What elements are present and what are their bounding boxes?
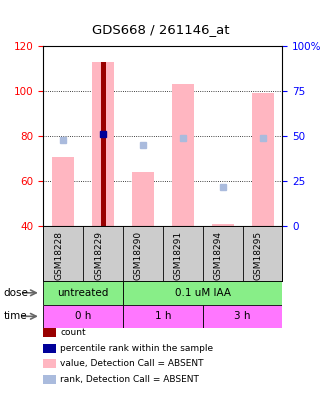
Text: time: time [3,311,27,321]
Text: 3 h: 3 h [234,311,251,321]
Text: 1 h: 1 h [155,311,171,321]
Bar [100,62,106,226]
Bar [252,94,273,226]
Bar [172,85,194,226]
Text: GDS668 / 261146_at: GDS668 / 261146_at [92,23,229,36]
Text: GSM18290: GSM18290 [134,231,143,280]
Text: dose: dose [3,288,28,298]
Text: untreated: untreated [57,288,109,298]
Text: GSM18294: GSM18294 [214,231,223,280]
Text: percentile rank within the sample: percentile rank within the sample [60,343,213,353]
Text: GSM18228: GSM18228 [54,231,63,280]
Text: 0.1 uM IAA: 0.1 uM IAA [175,288,231,298]
Bar [43,305,123,328]
Bar [123,281,282,305]
Bar [52,157,74,226]
Text: GSM18295: GSM18295 [254,231,263,280]
Text: value, Detection Call = ABSENT: value, Detection Call = ABSENT [60,359,204,368]
Text: count: count [60,328,86,337]
Bar [92,62,114,226]
Bar [203,305,282,328]
Bar [132,173,154,226]
Bar [123,305,203,328]
Text: GSM18229: GSM18229 [94,231,103,280]
Bar [212,224,234,226]
Text: GSM18291: GSM18291 [174,231,183,280]
Text: 0 h: 0 h [75,311,91,321]
Text: rank, Detection Call = ABSENT: rank, Detection Call = ABSENT [60,375,199,384]
Bar [43,281,123,305]
